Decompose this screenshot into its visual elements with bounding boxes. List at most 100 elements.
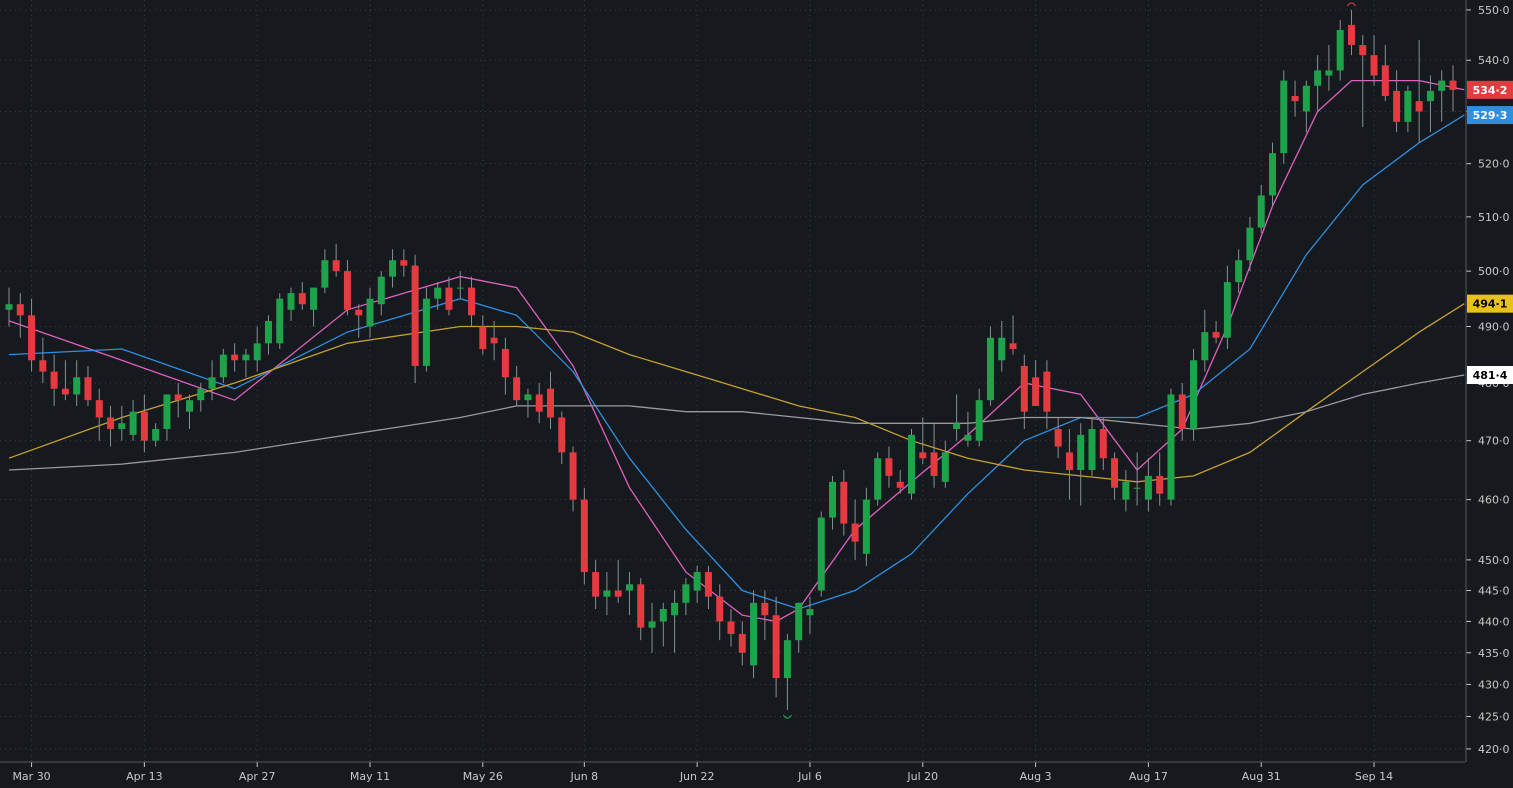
candle-up [456,287,464,289]
candle-down [39,360,47,372]
low-marker [782,714,792,719]
candle-up [1201,332,1209,361]
candle-up [908,434,915,494]
candle-up [1133,487,1141,489]
y-tick-label: 435·0 [1478,647,1510,660]
candle-up [422,298,430,366]
candles [5,2,1457,719]
candle-down [580,499,588,573]
x-tick-label: Jul 20 [906,770,938,783]
candle-up [321,260,329,288]
candle-up [1077,434,1085,470]
candle-down [1020,365,1028,412]
x-tick-label: Mar 30 [12,770,50,783]
x-tick-label: Jul 6 [797,770,822,783]
candle-up [1257,195,1265,228]
price-tag-label: 529·3 [1473,109,1508,122]
candle-up [783,640,791,679]
candle-up [5,304,13,310]
candle-up [953,423,961,430]
candle-down [355,309,363,316]
candle-up [603,590,611,597]
high-marker [1346,2,1356,7]
candle-up [276,298,284,344]
candle-down [535,394,543,412]
grid [0,0,1465,762]
x-tick-label: Aug 31 [1242,770,1281,783]
candle-down [1156,475,1164,494]
candle-up [1190,360,1198,430]
candle-down [547,388,554,418]
candle-down [1065,452,1073,470]
price-tag-label: 481·4 [1473,369,1508,382]
candle-up [389,260,397,277]
candle-up [118,423,126,430]
moving-average-line [8,374,1465,471]
candle-up [874,458,882,500]
candle-up [152,429,160,441]
candle-down [490,337,498,344]
y-tick-label: 460·0 [1478,494,1510,507]
candle-up [524,394,532,401]
candle-down [1449,80,1457,90]
candle-down [16,304,24,316]
candle-down [1032,377,1040,406]
candle-down [1054,429,1062,447]
candle-down [1212,332,1220,338]
candle-down [1099,429,1107,459]
candle-down [298,293,306,305]
y-tick-label: 510·0 [1478,211,1510,224]
candle-up [287,293,295,310]
candle-up [975,400,983,441]
candle-down [704,572,712,597]
candle-down [761,602,769,616]
x-tick-label: May 26 [463,770,503,783]
candle-up [242,354,250,361]
candle-down [343,271,351,310]
x-tick-label: Jun 8 [570,770,599,783]
y-tick-label: 420·0 [1478,743,1510,756]
candle-up [964,434,972,441]
candle-up [264,320,272,344]
y-tick-label: 450·0 [1478,554,1510,567]
price-tag-label: 534·2 [1473,84,1508,97]
candle-up [1235,260,1243,283]
candle-up [1336,29,1344,71]
candle-up [817,517,825,591]
candle-up [806,609,814,616]
candle-up [366,298,374,327]
candle-down [1381,65,1389,96]
candle-down [28,315,36,361]
candle-up [986,337,994,401]
candle-down [332,260,340,272]
x-tick-label: Apr 13 [126,770,163,783]
y-tick-label: 490·0 [1478,320,1510,333]
candle-down [1359,45,1367,56]
candle-down [885,458,893,476]
x-tick-label: Aug 3 [1020,770,1052,783]
candle-up [795,602,803,641]
candle-down [140,411,148,441]
candle-down [445,287,453,310]
x-tick-label: Sep 14 [1355,770,1393,783]
candle-down [61,388,69,395]
candle-down [592,572,600,597]
candle-down [558,417,566,453]
candle-up [186,400,193,412]
candle-down [50,371,58,389]
candle-up [1144,475,1152,500]
candle-down [1347,24,1355,46]
candle-down [174,394,182,401]
candle-down [1393,90,1401,122]
candle-down [1043,371,1051,412]
candle-up [862,499,870,554]
candle-up [1438,80,1446,91]
candle-down [1370,55,1378,76]
candle-down [896,481,904,488]
candle-down [1178,394,1186,430]
candle-up [648,621,656,628]
candle-down [716,596,724,622]
candle-up [1246,227,1254,261]
candle-up [197,388,205,401]
